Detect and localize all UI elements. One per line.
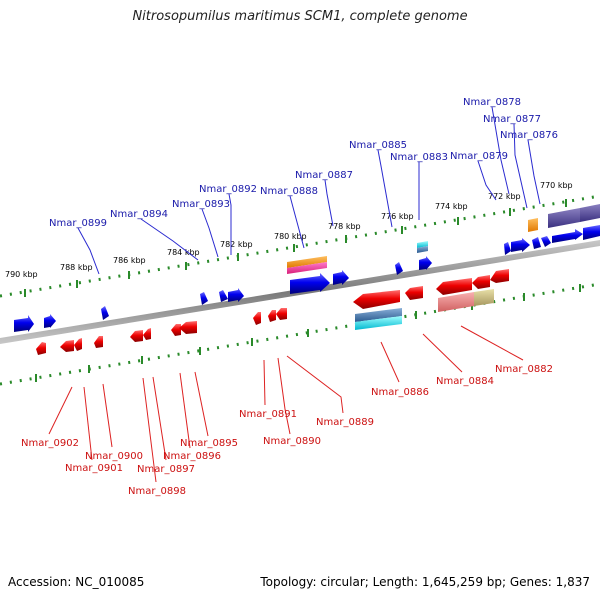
gene-arrow-reverse[interactable] bbox=[130, 330, 143, 342]
gene-arrow-reverse[interactable] bbox=[353, 290, 400, 309]
gene-label-nmar-0879[interactable]: Nmar_0879 bbox=[450, 151, 508, 162]
forward-tick-track bbox=[0, 194, 600, 298]
scale-label-784: 784 kbp bbox=[167, 248, 200, 257]
gene-arrow-reverse[interactable] bbox=[179, 321, 197, 334]
accession-text: Accession: NC_010085 bbox=[8, 575, 145, 589]
gene-arrow-forward[interactable] bbox=[532, 237, 541, 249]
reverse-tick-track bbox=[0, 282, 600, 386]
gene-arrow-forward[interactable] bbox=[511, 238, 530, 252]
forward-leader-lines bbox=[77, 106, 541, 275]
gene-arrow-reverse[interactable] bbox=[94, 336, 103, 348]
gene-label-nmar-0877[interactable]: Nmar_0877 bbox=[483, 114, 541, 125]
gene-label-nmar-0890[interactable]: Nmar_0890 bbox=[263, 436, 321, 447]
gene-label-nmar-0894[interactable]: Nmar_0894 bbox=[110, 209, 168, 220]
gene-arrow-forward[interactable] bbox=[101, 306, 109, 320]
feature-block-khaki[interactable] bbox=[474, 289, 494, 306]
gene-arrow-reverse[interactable] bbox=[171, 324, 181, 336]
gene-label-nmar-0885[interactable]: Nmar_0885 bbox=[349, 140, 407, 151]
gene-label-nmar-0887[interactable]: Nmar_0887 bbox=[295, 170, 353, 181]
gene-label-nmar-0883[interactable]: Nmar_0883 bbox=[390, 152, 448, 163]
gene-label-nmar-0897[interactable]: Nmar_0897 bbox=[137, 464, 195, 475]
gene-arrow-forward[interactable] bbox=[200, 292, 208, 305]
feature-block-steel[interactable] bbox=[355, 308, 402, 322]
gene-arrow-forward[interactable] bbox=[14, 315, 34, 332]
scale-label-788: 788 kbp bbox=[60, 263, 93, 272]
gene-label-nmar-0882[interactable]: Nmar_0882 bbox=[495, 364, 553, 375]
gene-arrow-reverse[interactable] bbox=[405, 286, 423, 300]
gene-label-nmar-0896[interactable]: Nmar_0896 bbox=[163, 451, 221, 462]
feature-block-cyan[interactable] bbox=[355, 316, 402, 330]
feature-block-orange[interactable] bbox=[528, 218, 538, 232]
scale-label-790: 790 kbp bbox=[5, 270, 38, 279]
reverse-genes bbox=[36, 269, 509, 355]
gene-arrow-forward[interactable] bbox=[419, 256, 432, 270]
gene-arrow-reverse[interactable] bbox=[143, 328, 151, 340]
gene-label-nmar-0886[interactable]: Nmar_0886 bbox=[371, 387, 429, 398]
gene-arrow-reverse[interactable] bbox=[276, 308, 287, 320]
gene-label-nmar-0889[interactable]: Nmar_0889 bbox=[316, 417, 374, 428]
reverse-leader-lines bbox=[48, 325, 524, 483]
scale-label-778: 778 kbp bbox=[328, 222, 361, 231]
gene-arrow-forward[interactable] bbox=[290, 273, 330, 294]
gene-arrow-reverse[interactable] bbox=[268, 310, 276, 322]
feature-block-pink[interactable] bbox=[287, 262, 327, 274]
gene-arrow-forward[interactable] bbox=[44, 314, 56, 328]
gene-label-nmar-0898[interactable]: Nmar_0898 bbox=[128, 486, 186, 497]
feature-block-salmon[interactable] bbox=[438, 292, 474, 312]
gene-label-nmar-0902[interactable]: Nmar_0902 bbox=[21, 438, 79, 449]
gene-label-nmar-0878[interactable]: Nmar_0878 bbox=[463, 97, 521, 108]
scale-label-774: 774 kbp bbox=[435, 202, 468, 211]
gene-arrow-reverse[interactable] bbox=[60, 340, 74, 352]
scale-label-772: 772 kbp bbox=[488, 192, 521, 201]
topology-text: Topology: circular; Length: 1,645,259 bp… bbox=[260, 575, 590, 589]
gene-label-nmar-0901[interactable]: Nmar_0901 bbox=[65, 463, 123, 474]
gene-label-nmar-0900[interactable]: Nmar_0900 bbox=[85, 451, 143, 462]
map-title: Nitrosopumilus maritimus SCM1, complete … bbox=[132, 9, 468, 24]
scale-label-776: 776 kbp bbox=[381, 212, 414, 221]
forward-features bbox=[287, 204, 600, 274]
scale-label-780: 780 kbp bbox=[274, 232, 307, 241]
gene-arrow-forward[interactable] bbox=[395, 262, 403, 275]
feature-block-cyan[interactable] bbox=[417, 241, 428, 248]
gene-arrow-forward[interactable] bbox=[228, 288, 244, 302]
reverse-features bbox=[355, 289, 494, 330]
feature-block-orange[interactable] bbox=[287, 256, 327, 268]
gene-arrow-reverse[interactable] bbox=[436, 278, 472, 295]
gene-arrow-forward[interactable] bbox=[504, 242, 511, 255]
gene-arrow-reverse[interactable] bbox=[490, 269, 509, 283]
gene-arrow-reverse[interactable] bbox=[74, 338, 82, 351]
gene-arrow-forward[interactable] bbox=[583, 225, 600, 240]
gene-label-nmar-0884[interactable]: Nmar_0884 bbox=[436, 376, 494, 387]
gene-arrow-forward[interactable] bbox=[552, 229, 583, 243]
gene-label-nmar-0891[interactable]: Nmar_0891 bbox=[239, 409, 297, 420]
forward-genes bbox=[14, 225, 600, 332]
feature-block-purple[interactable] bbox=[580, 204, 600, 222]
scale-label-770: 770 kbp bbox=[540, 181, 573, 190]
gene-label-nmar-0893[interactable]: Nmar_0893 bbox=[172, 199, 230, 210]
scale-label-782: 782 kbp bbox=[220, 240, 253, 249]
feature-block-steel[interactable] bbox=[417, 246, 428, 253]
gene-label-nmar-0888[interactable]: Nmar_0888 bbox=[260, 186, 318, 197]
gene-label-nmar-0892[interactable]: Nmar_0892 bbox=[199, 184, 257, 195]
scale-label-786: 786 kbp bbox=[113, 256, 146, 265]
gene-arrow-forward[interactable] bbox=[219, 290, 228, 302]
gene-arrow-forward[interactable] bbox=[333, 270, 349, 285]
gene-label-nmar-0899[interactable]: Nmar_0899 bbox=[49, 218, 107, 229]
gene-label-nmar-0895[interactable]: Nmar_0895 bbox=[180, 438, 238, 449]
gene-arrow-forward[interactable] bbox=[541, 236, 551, 247]
gene-label-nmar-0876[interactable]: Nmar_0876 bbox=[500, 130, 558, 141]
feature-block-purple[interactable] bbox=[548, 208, 580, 228]
gene-arrow-reverse[interactable] bbox=[472, 275, 490, 289]
gene-arrow-reverse[interactable] bbox=[253, 312, 261, 325]
gene-arrow-reverse[interactable] bbox=[36, 342, 46, 355]
